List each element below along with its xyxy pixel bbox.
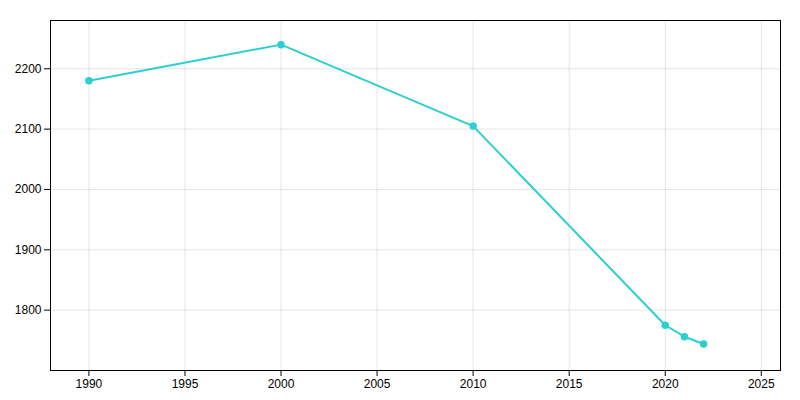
svg-text:1800: 1800 (15, 303, 42, 317)
svg-text:2100: 2100 (15, 122, 42, 136)
svg-text:2000: 2000 (15, 182, 42, 196)
svg-text:1995: 1995 (172, 377, 199, 391)
svg-text:2010: 2010 (460, 377, 487, 391)
svg-text:2005: 2005 (364, 377, 391, 391)
svg-text:1900: 1900 (15, 243, 42, 257)
svg-text:2200: 2200 (15, 62, 42, 76)
svg-text:2020: 2020 (652, 377, 679, 391)
svg-text:2025: 2025 (748, 377, 775, 391)
svg-text:1990: 1990 (76, 377, 103, 391)
svg-text:2015: 2015 (556, 377, 583, 391)
svg-text:2000: 2000 (268, 377, 295, 391)
